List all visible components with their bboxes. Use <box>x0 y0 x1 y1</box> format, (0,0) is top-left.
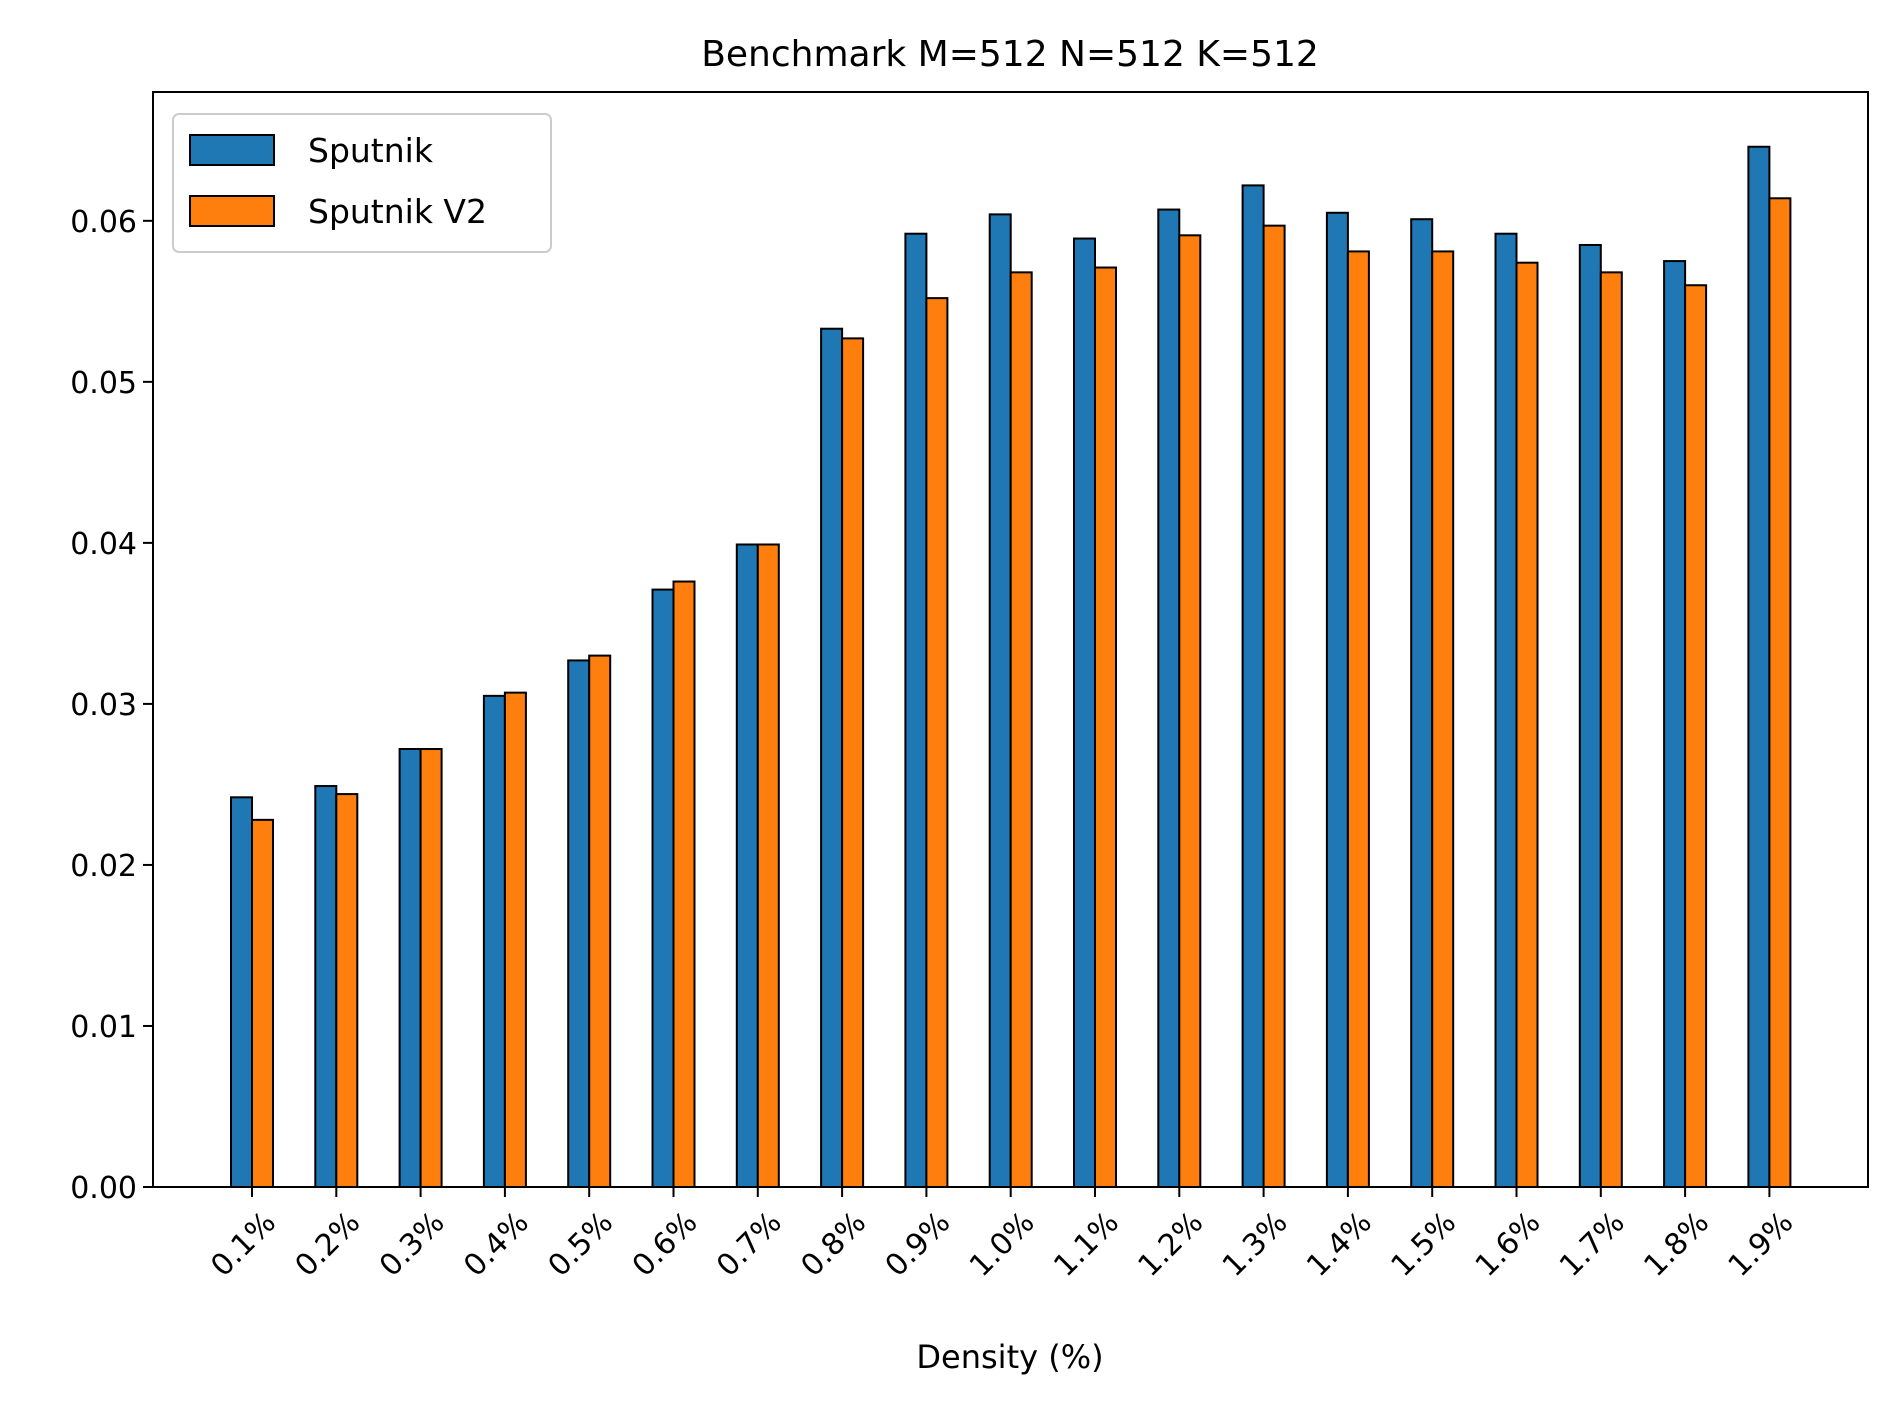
bar-sputnik-v2-17 <box>1599 271 1623 1188</box>
plot-frame <box>152 91 1869 1188</box>
bar-sputnik-18 <box>1663 260 1687 1188</box>
bar-sputnik-10 <box>988 213 1012 1189</box>
legend-label-sputnik: Sputnik <box>308 131 434 170</box>
bar-sputnik-1 <box>230 796 253 1188</box>
bar-sputnik-2 <box>314 785 338 1188</box>
bar-sputnik-v2-1 <box>251 818 274 1189</box>
legend: Sputnik Sputnik V2 <box>172 113 552 253</box>
bar-sputnik-v2-14 <box>1346 250 1370 1188</box>
bar-sputnik-v2-19 <box>1768 197 1792 1188</box>
legend-label-sputnik-v2: Sputnik V2 <box>308 192 487 231</box>
chart-title: Benchmark M=512 N=512 K=512 <box>701 34 1319 75</box>
bar-sputnik-16 <box>1494 232 1518 1189</box>
bar-sputnik-v2-2 <box>335 793 359 1189</box>
bar-sputnik-6 <box>651 588 675 1188</box>
bar-sputnik-v2-8 <box>841 337 865 1188</box>
bar-sputnik-v2-7 <box>756 543 780 1188</box>
bar-sputnik-13 <box>1241 184 1265 1189</box>
bar-sputnik-v2-5 <box>588 654 612 1188</box>
bar-sputnik-v2-9 <box>925 297 949 1188</box>
bar-sputnik-5 <box>567 659 591 1188</box>
bar-sputnik-v2-11 <box>1094 266 1117 1189</box>
bars-group <box>230 145 1792 1189</box>
y-tick-label: 0.02 <box>70 849 137 884</box>
bar-sputnik-15 <box>1410 218 1434 1188</box>
x-axis-label: Density (%) <box>916 1338 1103 1376</box>
bar-sputnik-v2-10 <box>1009 271 1033 1188</box>
bar-sputnik-19 <box>1747 145 1771 1188</box>
legend-swatch-sputnik-v2 <box>189 195 275 227</box>
bar-sputnik-v2-4 <box>503 691 527 1188</box>
y-tick-label: 0.04 <box>70 527 137 562</box>
bar-sputnik-9 <box>904 232 928 1189</box>
bar-sputnik-v2-15 <box>1431 250 1455 1188</box>
bar-sputnik-v2-18 <box>1684 284 1708 1188</box>
bar-sputnik-8 <box>820 327 844 1188</box>
y-tick-label: 0.06 <box>70 205 137 240</box>
bar-sputnik-11 <box>1073 237 1096 1189</box>
bar-sputnik-v2-16 <box>1515 261 1539 1188</box>
bar-sputnik-7 <box>735 543 759 1188</box>
y-tick-label: 0.03 <box>70 688 137 723</box>
bar-sputnik-v2-12 <box>1178 234 1202 1189</box>
bar-sputnik-4 <box>482 694 506 1188</box>
y-tick-label: 0.00 <box>70 1171 137 1206</box>
bar-sputnik-14 <box>1325 211 1349 1189</box>
y-tick-label: 0.05 <box>70 366 137 401</box>
bar-sputnik-12 <box>1157 208 1181 1189</box>
legend-swatch-sputnik <box>189 134 275 166</box>
y-tick-label: 0.01 <box>70 1010 137 1045</box>
bar-sputnik-v2-6 <box>672 580 696 1188</box>
bar-sputnik-v2-3 <box>419 748 443 1188</box>
bar-sputnik-v2-13 <box>1262 224 1286 1188</box>
y-axis: 0.00 0.01 0.02 0.03 0.04 0.05 0.06 <box>70 205 153 1206</box>
bar-sputnik-17 <box>1578 243 1602 1188</box>
bar-sputnik-3 <box>398 748 422 1188</box>
